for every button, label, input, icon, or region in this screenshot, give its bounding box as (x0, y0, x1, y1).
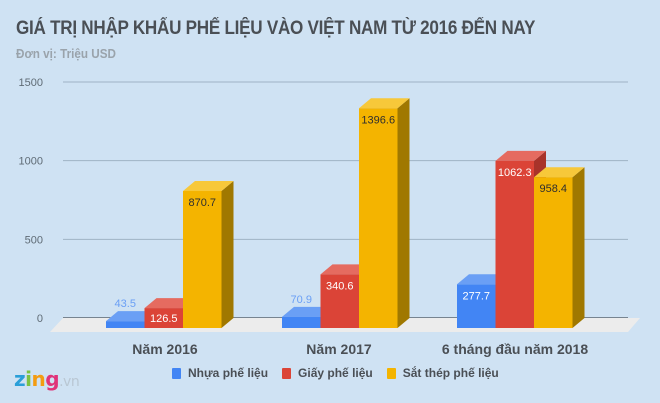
bars: 43.5 126.5 870.7 70.9 340.6 1396.6 277.7 1062.3… (106, 98, 585, 328)
x-axis: Năm 2016 Năm 2017 6 tháng đầu năm 2018 (132, 341, 588, 357)
bar: 870.7 (183, 181, 234, 328)
logo-letter: i (25, 367, 32, 391)
logo-letter: n (31, 367, 46, 391)
chart-title: GIÁ TRỊ NHẬP KHẨU PHẾ LIỆU VÀO VIỆT NAM … (16, 18, 536, 39)
data-label: 870.7 (188, 197, 216, 209)
data-label: 1396.6 (361, 114, 395, 126)
logo-suffix: .vn (59, 374, 80, 390)
y-tick-label: 1000 (19, 156, 43, 168)
bar: 1396.6 (359, 98, 410, 328)
data-label: 958.4 (539, 183, 567, 195)
legend-label: Giấy phế liệu (298, 366, 373, 380)
chart-subtitle: Đơn vị: Triệu USD (16, 46, 116, 61)
x-category-label: Năm 2016 (132, 341, 198, 357)
legend-item-plastic: Nhựa phế liệu (172, 366, 268, 380)
legend-item-paper: Giấy phế liệu (282, 366, 373, 380)
data-label: 43.5 (115, 298, 136, 310)
data-label: 340.6 (326, 280, 354, 292)
logo-letter: g (45, 367, 60, 391)
logo-letter: z (14, 367, 26, 391)
y-axis: 0 500 1000 1500 (19, 77, 43, 325)
data-label: 277.7 (462, 290, 490, 302)
y-tick-label: 0 (37, 313, 43, 325)
x-category-label: 6 tháng đầu năm 2018 (442, 341, 588, 357)
legend-label: Sắt thép phế liệu (402, 366, 499, 380)
data-label: 1062.3 (498, 167, 532, 179)
legend-item-steel: Sắt thép phế liệu (386, 366, 499, 380)
legend: Nhựa phế liệu Giấy phế liệu Sắt thép phế… (172, 366, 499, 380)
zing-logo: zing.vn (14, 367, 80, 391)
y-tick-label: 1500 (19, 77, 43, 89)
data-label: 70.9 (291, 294, 312, 306)
legend-swatch-yellow (386, 367, 396, 379)
x-category-label: Năm 2017 (306, 341, 372, 357)
data-label: 126.5 (150, 313, 178, 325)
legend-swatch-red (282, 367, 292, 379)
legend-label: Nhựa phế liệu (188, 366, 269, 380)
bar: 958.4 (534, 167, 585, 328)
y-tick-label: 500 (25, 234, 43, 246)
legend-swatch-blue (172, 367, 181, 379)
